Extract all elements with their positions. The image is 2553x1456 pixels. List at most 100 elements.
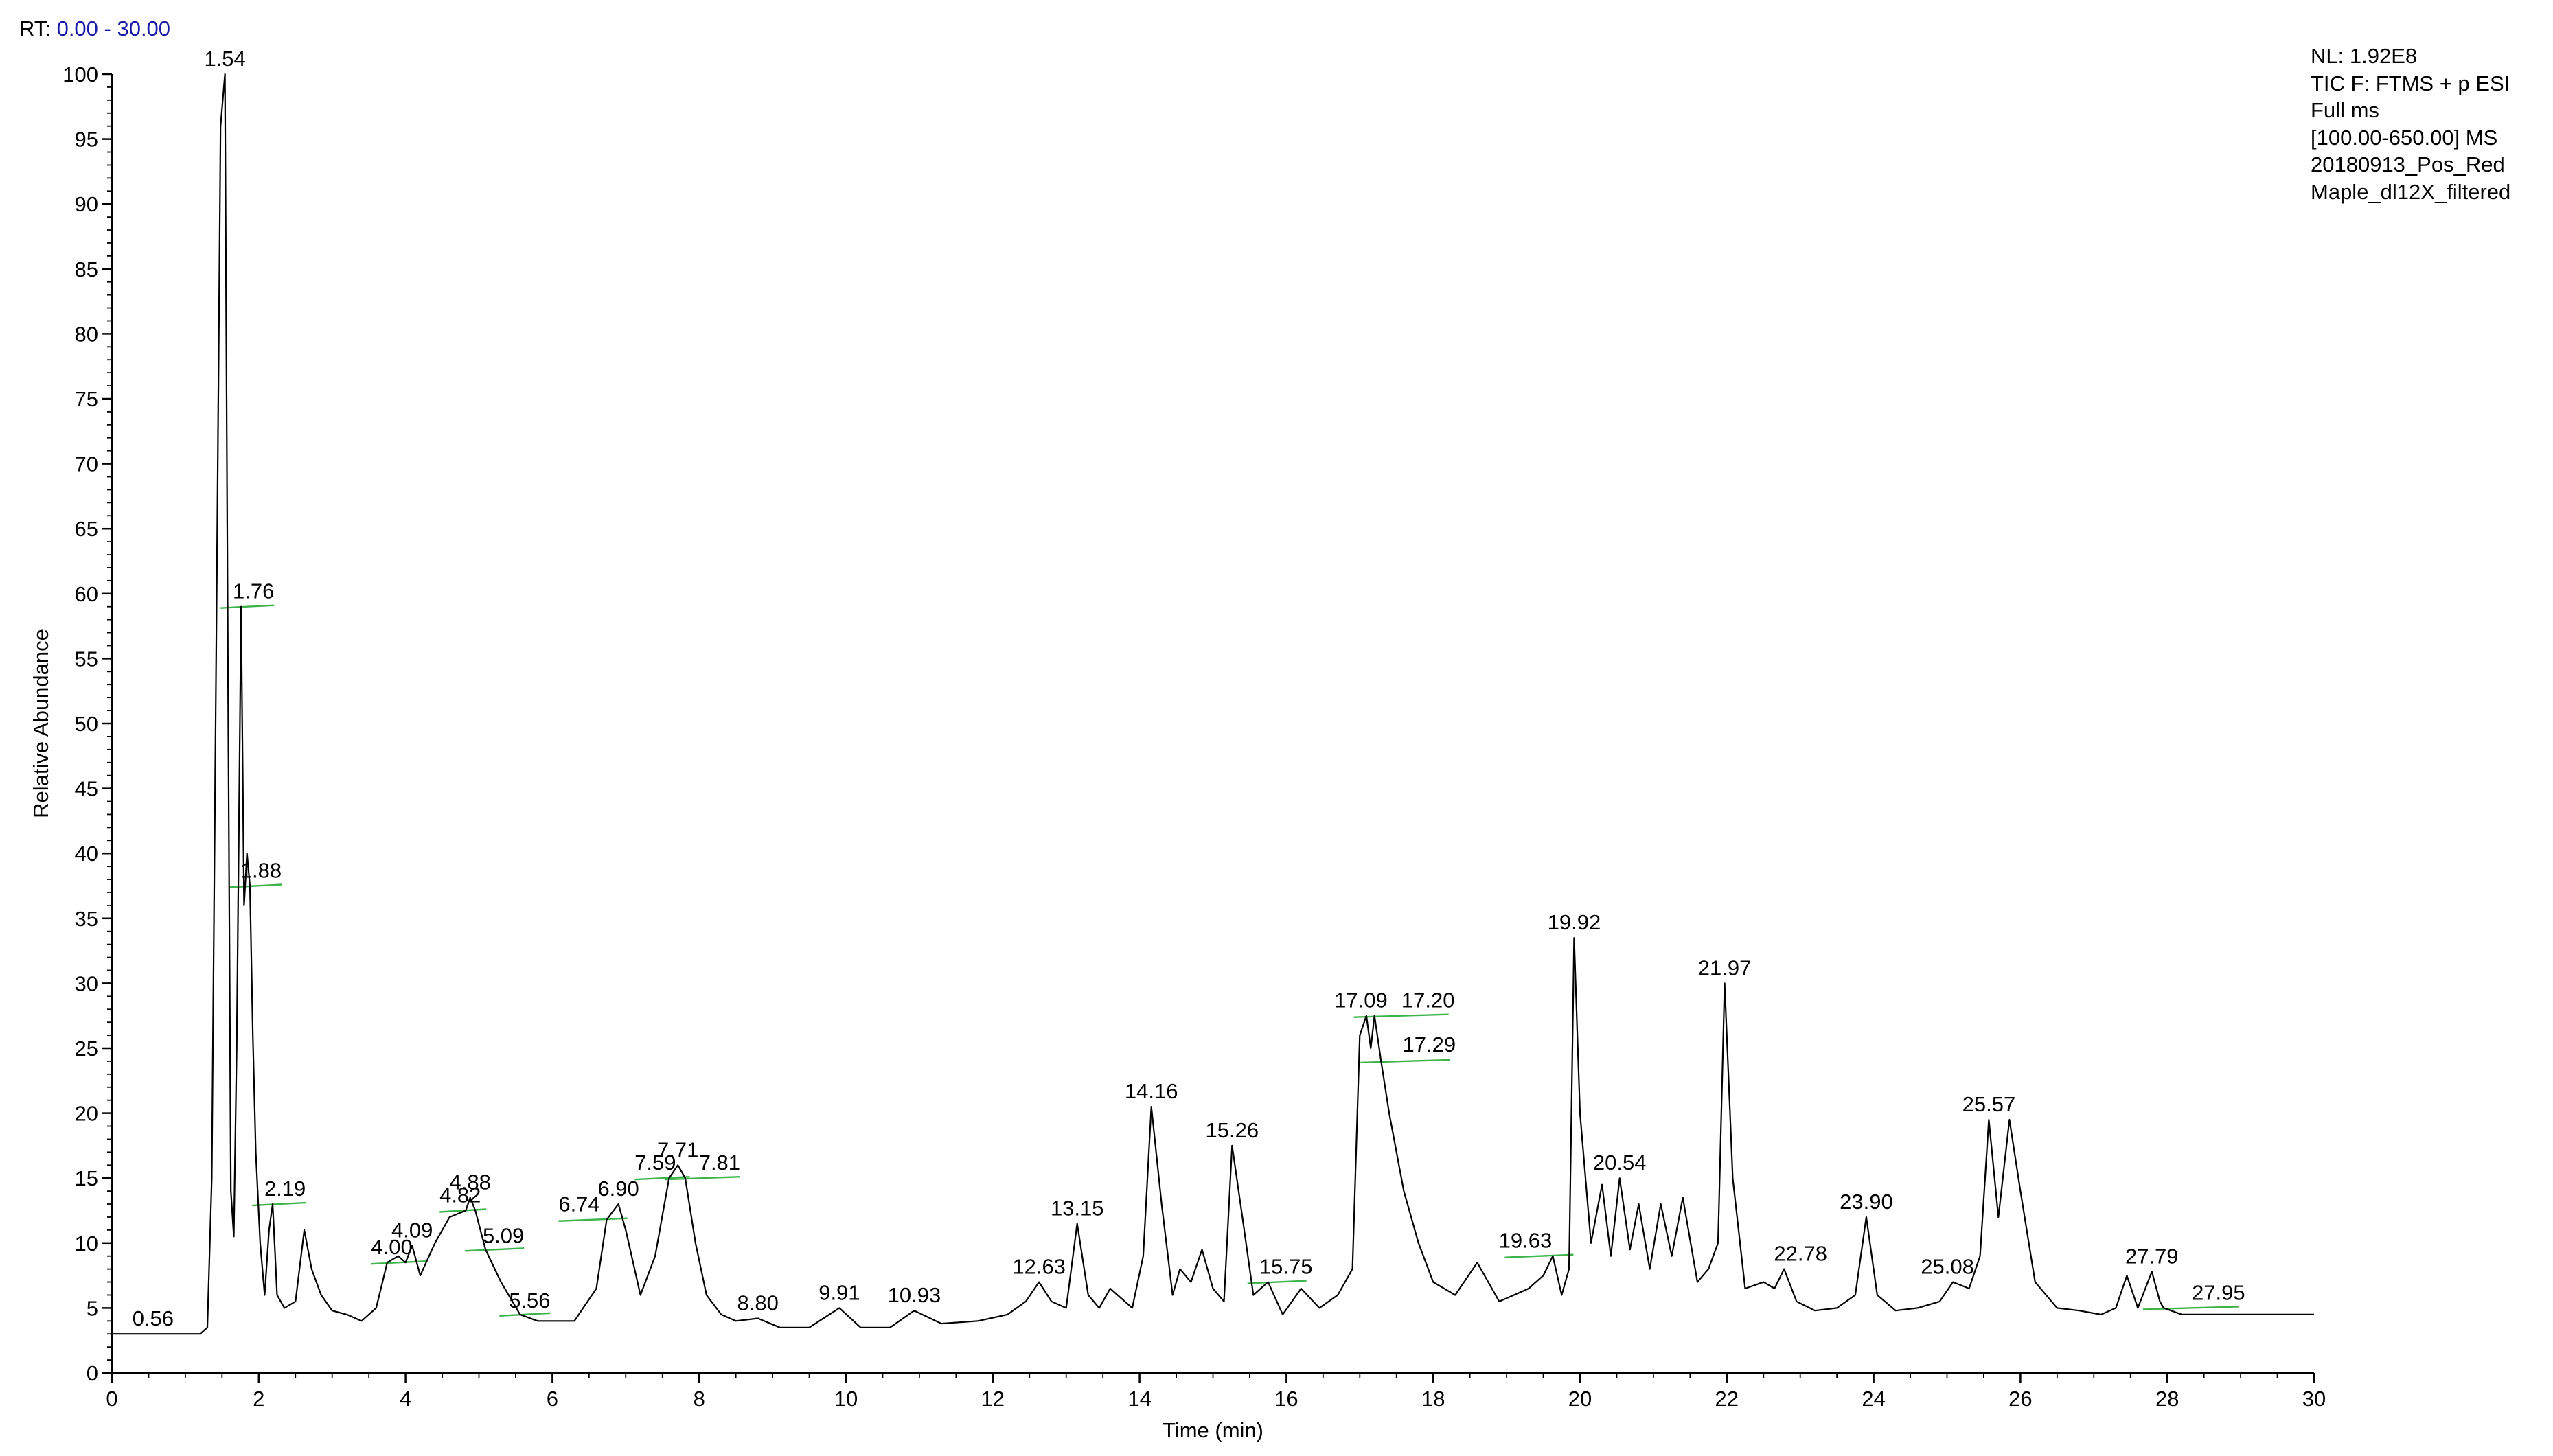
peak-label: 5.56 <box>509 1289 550 1313</box>
rt-range-header: RT: 0.00 - 30.00 <box>19 16 170 41</box>
peak-baseline-marker <box>1353 1013 1449 1018</box>
y-tick-label: 0 <box>87 1361 98 1385</box>
peak-baseline-marker <box>1504 1253 1574 1258</box>
peak-label: 6.74 <box>558 1192 599 1216</box>
info-line-file-name: 20180913_Pos_Red <box>2311 152 2505 176</box>
peak-label: 21.97 <box>1698 956 1752 980</box>
peak-label: 14.16 <box>1125 1079 1178 1103</box>
peak-baseline-marker <box>1360 1059 1450 1064</box>
peak-label: 17.20 <box>1401 989 1455 1013</box>
peak-label: 4.00 <box>371 1235 412 1259</box>
peak-label: 27.95 <box>2192 1280 2245 1304</box>
peak-label: 1.54 <box>204 47 245 71</box>
peak-label: 12.63 <box>1012 1255 1066 1279</box>
peak-baseline-marker <box>465 1247 525 1252</box>
tic-trace-line <box>112 73 2314 1335</box>
x-tick-label: 24 <box>1862 1387 1885 1411</box>
peak-label: 17.29 <box>1403 1032 1456 1056</box>
y-tick-label: 70 <box>75 452 98 476</box>
peak-baseline-marker <box>1247 1280 1307 1284</box>
info-line-scan-filter: TIC F: FTMS + p ESI <box>2311 71 2510 95</box>
x-tick-label: 20 <box>1568 1387 1592 1411</box>
y-tick-label: 20 <box>75 1102 98 1126</box>
y-tick-label: 50 <box>75 712 98 736</box>
peak-label: 5.09 <box>483 1223 524 1247</box>
y-tick-label: 95 <box>75 128 98 152</box>
peak-label: 6.90 <box>597 1177 639 1201</box>
x-tick-label: 28 <box>2155 1387 2179 1411</box>
x-tick-label: 12 <box>981 1387 1005 1411</box>
peak-label: 8.80 <box>737 1291 779 1315</box>
peak-baseline-marker <box>664 1176 740 1181</box>
x-axis-title: Time (min) <box>1163 1418 1263 1442</box>
peak-label: 19.63 <box>1499 1229 1553 1253</box>
info-line-mass-range: [100.00-650.00] MS <box>2311 125 2498 150</box>
peak-label: 22.78 <box>1774 1242 1827 1266</box>
peak-label: 7.81 <box>699 1151 740 1175</box>
x-tick-label: 2 <box>253 1387 264 1411</box>
y-tick-label: 10 <box>75 1232 98 1256</box>
info-line-scan-mode: Full ms <box>2311 98 2379 122</box>
peak-label: 19.92 <box>1548 910 1601 934</box>
peak-label: 7.71 <box>657 1137 698 1162</box>
peak-baseline-marker <box>558 1217 628 1222</box>
y-axis: 0 5 10 15 20 25 30 35 40 45 50 55 60 65 70 75 80 85 90 95 10… <box>62 62 113 1385</box>
y-tick-label: 5 <box>87 1296 98 1320</box>
peak-baseline-marker <box>229 883 282 888</box>
x-tick-label: 8 <box>694 1387 705 1411</box>
peak-baseline-marker <box>220 604 275 609</box>
y-tick-label: 80 <box>75 322 98 346</box>
peak-baseline-marker <box>252 1201 306 1207</box>
rt-label: RT: <box>19 16 51 41</box>
y-tick-label: 55 <box>75 647 98 671</box>
peak-baseline-marker <box>499 1312 551 1317</box>
x-tick-label: 6 <box>547 1387 558 1411</box>
peak-baseline-marker <box>2142 1306 2239 1310</box>
x-tick-label: 10 <box>834 1387 858 1411</box>
peak-label: 20.54 <box>1593 1151 1647 1175</box>
peak-baseline-marker <box>371 1260 426 1265</box>
scan-info-block: NL: 1.92E8 TIC F: FTMS + p ESI Full ms [… <box>2311 43 2510 205</box>
peak-label: 15.75 <box>1259 1255 1313 1279</box>
x-tick-label: 26 <box>2008 1387 2032 1411</box>
x-tick-label: 0 <box>106 1387 117 1411</box>
x-axis: 0 2 4 6 8 10 12 14 16 18 20 22 24 26 28 30 <box>106 1372 2326 1411</box>
y-tick-label: 30 <box>75 971 98 995</box>
peak-labels: 0.56 1.54 1.76 1.88 2.19 4.004.094.824.88 5.09… <box>133 47 2245 1330</box>
peak-label: 1.76 <box>233 579 274 603</box>
y-axis-title: Relative Abundance <box>29 629 53 818</box>
peak-label: 25.57 <box>1962 1092 2016 1116</box>
y-tick-label: 40 <box>75 842 98 866</box>
y-tick-label: 35 <box>75 907 98 931</box>
y-tick-label: 85 <box>75 257 98 281</box>
info-line-sample-name: Maple_dl12X_filtered <box>2311 179 2511 204</box>
peak-label: 10.93 <box>888 1283 941 1307</box>
x-tick-label: 16 <box>1274 1387 1298 1411</box>
peak-label: 23.90 <box>1840 1190 1893 1214</box>
peak-label: 13.15 <box>1051 1196 1104 1220</box>
peak-label: 4.88 <box>450 1170 491 1194</box>
y-tick-label: 100 <box>62 62 98 86</box>
peak-label: 15.26 <box>1206 1118 1259 1142</box>
x-tick-label: 14 <box>1127 1387 1151 1411</box>
peak-label: 4.82 <box>439 1183 481 1207</box>
y-tick-label: 90 <box>75 192 98 216</box>
info-line-normalization-level: NL: 1.92E8 <box>2311 44 2418 68</box>
peak-label: 7.59 <box>634 1151 676 1175</box>
peak-label: 2.19 <box>264 1177 306 1201</box>
peak-baseline-marker <box>634 1176 690 1181</box>
x-tick-label: 18 <box>1421 1387 1445 1411</box>
peak-label: 27.79 <box>2125 1244 2179 1268</box>
y-tick-label: 45 <box>75 777 98 801</box>
peak-label: 25.08 <box>1921 1255 1974 1279</box>
rt-range-value: 0.00 - 30.00 <box>56 16 171 41</box>
y-tick-label: 75 <box>75 387 98 411</box>
peak-label: 9.91 <box>818 1280 860 1304</box>
y-tick-label: 60 <box>75 582 98 606</box>
x-tick-label: 30 <box>2302 1387 2326 1411</box>
y-tick-label: 15 <box>75 1166 98 1190</box>
peak-label: 1.88 <box>240 859 282 883</box>
peak-label: 17.09 <box>1334 989 1388 1013</box>
peak-baseline-marker <box>439 1208 487 1213</box>
